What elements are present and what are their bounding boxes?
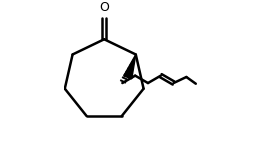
Polygon shape <box>124 54 136 79</box>
Text: O: O <box>99 1 109 14</box>
